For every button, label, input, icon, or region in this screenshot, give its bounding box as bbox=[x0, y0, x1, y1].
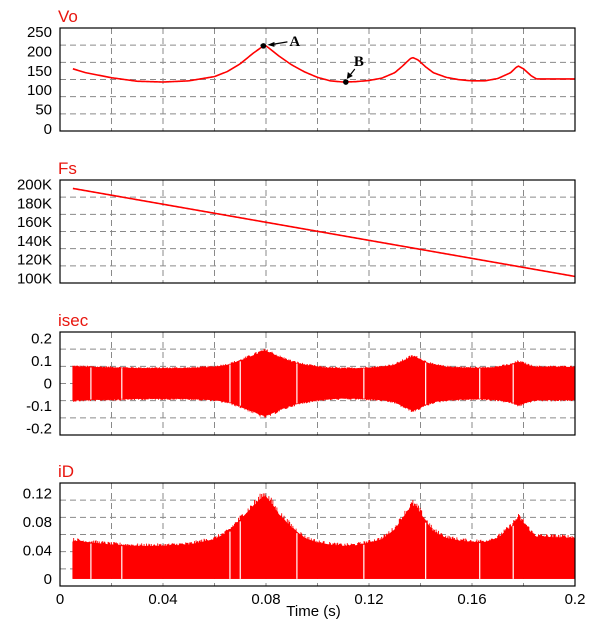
y-tick-label: 0.12 bbox=[23, 486, 52, 503]
panel-title: iD bbox=[58, 462, 74, 481]
y-tick-label: -0.1 bbox=[26, 398, 52, 415]
x-tick-label: 0.12 bbox=[354, 591, 383, 608]
y-tick-label: 150 bbox=[27, 63, 52, 80]
y-tick-label: 0.2 bbox=[31, 331, 52, 348]
annotations: AB bbox=[260, 34, 364, 85]
series-ripple-isec bbox=[72, 348, 575, 418]
y-tick-label: 50 bbox=[35, 102, 52, 119]
data-layer bbox=[72, 348, 575, 418]
y-tick-label: 0.08 bbox=[23, 514, 52, 531]
y-tick-label: 100K bbox=[17, 270, 52, 287]
plot-frame bbox=[59, 482, 576, 587]
panel-title: Vo bbox=[58, 7, 78, 26]
panel-title: isec bbox=[58, 311, 89, 330]
data-layer bbox=[72, 187, 575, 278]
panel-id: iD 0 0.04 0.08 0.12 0 0.04 0.08 0.12 0.16 0.2 Time … bbox=[23, 462, 586, 620]
x-tick-label: 0.16 bbox=[457, 591, 486, 608]
y-tick-label: 180K bbox=[17, 195, 52, 212]
annotation-arrowhead bbox=[346, 72, 353, 80]
plot-frame bbox=[59, 27, 576, 132]
y-tick-label: 0.04 bbox=[23, 542, 52, 559]
y-tick-label: 100 bbox=[27, 82, 52, 99]
plot-frame bbox=[59, 179, 576, 284]
plot-frame bbox=[59, 331, 576, 436]
waveform-panels: Vo050100150200250ABFs100K120K140K160K180… bbox=[17, 7, 585, 620]
y-tick-label: 0 bbox=[44, 571, 52, 588]
data-layer bbox=[72, 493, 575, 579]
y-tick-label: 140K bbox=[17, 233, 52, 250]
y-tick-label: -0.2 bbox=[26, 420, 52, 437]
series-line-vo bbox=[72, 45, 575, 83]
y-tick-label: 0.1 bbox=[31, 353, 52, 370]
x-tick-label: 0.08 bbox=[251, 591, 280, 608]
y-tick-label: 0 bbox=[44, 121, 52, 138]
annotation-point-b bbox=[343, 79, 349, 85]
annotation-label-b: B bbox=[354, 54, 364, 70]
data-layer bbox=[72, 45, 575, 83]
x-axis: 0 0.04 0.08 0.12 0.16 0.2 Time (s) bbox=[56, 591, 586, 620]
x-tick-label: 0.2 bbox=[565, 591, 586, 608]
y-tick-label: 120K bbox=[17, 252, 52, 269]
panel-title: Fs bbox=[58, 159, 77, 178]
annotation-label-a: A bbox=[289, 34, 300, 50]
panel-isec: isec -0.2 -0.1 0 0.1 0.2 bbox=[26, 311, 576, 437]
y-tick-label: 200K bbox=[17, 177, 52, 194]
annotation-arrowhead bbox=[267, 41, 275, 47]
x-tick-label: 0 bbox=[56, 591, 64, 608]
x-axis-label: Time (s) bbox=[286, 603, 340, 620]
y-tick-label: 200 bbox=[27, 43, 52, 60]
y-tick-label: 250 bbox=[27, 24, 52, 41]
y-tick-label: 160K bbox=[17, 214, 52, 231]
grid-lines bbox=[60, 180, 575, 283]
grid-lines bbox=[60, 28, 575, 131]
x-tick-label: 0.04 bbox=[148, 591, 177, 608]
series-ripple-id bbox=[72, 493, 575, 579]
annotation-point-a bbox=[260, 43, 267, 49]
y-tick-label: 0 bbox=[44, 376, 52, 393]
series-line-fs bbox=[72, 187, 575, 278]
